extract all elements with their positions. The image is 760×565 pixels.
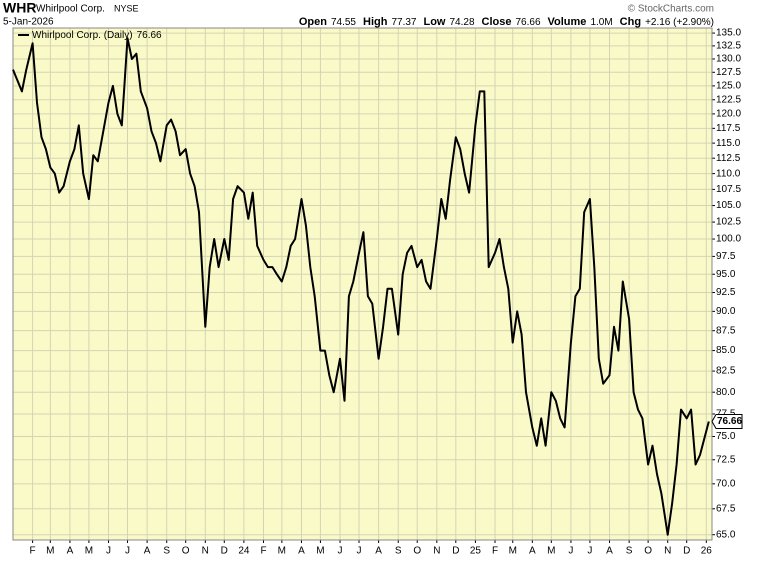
y-tick-label: 95.0	[716, 269, 736, 280]
x-tick-label: J	[587, 546, 592, 557]
y-tick-label: 110.0	[716, 168, 741, 179]
x-tick-label: M	[509, 546, 517, 557]
y-tick-label: 135.0	[716, 28, 741, 39]
x-tick-label: F	[30, 546, 36, 557]
legend-name: Whirlpool Corp. (Daily)	[32, 30, 133, 41]
x-tick-label: A	[67, 546, 74, 557]
x-tick-label: O	[413, 546, 421, 557]
plot-background	[13, 28, 712, 540]
x-tick-label: 25	[470, 546, 482, 557]
legend-last-value: 76.66	[137, 30, 162, 41]
x-tick-label: M	[278, 546, 286, 557]
exchange: NYSE	[114, 3, 139, 13]
quote-value: 77.37	[391, 17, 416, 28]
quote-label: Open	[299, 16, 327, 28]
x-tick-label: J	[338, 546, 343, 557]
y-tick-label: 80.0	[716, 387, 736, 398]
date: 5-Jan-2026	[3, 17, 54, 28]
y-tick-label: 115.0	[716, 138, 741, 149]
x-tick-label: A	[606, 546, 613, 557]
x-tick-label: S	[626, 546, 633, 557]
x-tick-label: D	[221, 546, 228, 557]
x-tick-label: A	[529, 546, 536, 557]
x-tick-label: M	[46, 546, 54, 557]
quote-value: 76.66	[515, 17, 540, 28]
plot-border	[12, 27, 713, 541]
x-tick-label: A	[144, 546, 151, 557]
quote-value: 74.55	[331, 17, 356, 28]
quote-value: +2.16 (+2.90%)	[645, 17, 714, 28]
y-tick-label: 92.5	[716, 287, 736, 298]
y-tick-label: 90.0	[716, 306, 736, 317]
y-tick-label: 130.0	[716, 54, 741, 65]
x-tick-label: S	[163, 546, 170, 557]
y-tick-label: 82.5	[716, 366, 736, 377]
x-tick-label: S	[395, 546, 402, 557]
symbol: WHR	[3, 0, 36, 16]
quote-label: Low	[423, 16, 445, 28]
y-tick-label: 65.0	[716, 529, 736, 540]
y-tick-label: 107.5	[716, 184, 741, 195]
price-line	[12, 37, 710, 536]
x-tick-label: M	[85, 546, 93, 557]
legend-text: Whirlpool Corp. (Daily) 76.66	[32, 30, 162, 41]
x-tick-label: D	[683, 546, 690, 557]
y-tick-label: 127.5	[716, 67, 741, 78]
y-tick-label: 72.5	[716, 454, 736, 465]
x-tick-label: M	[316, 546, 324, 557]
quote-value: 74.28	[449, 17, 474, 28]
y-tick-label: 97.5	[716, 251, 736, 262]
x-tick-label: N	[433, 546, 440, 557]
y-tick-label: 117.5	[716, 123, 741, 134]
x-tick-label: A	[375, 546, 382, 557]
x-tick-label: N	[664, 546, 671, 557]
company-name: Whirlpool Corp.	[36, 4, 105, 15]
last-value-label: 76.66	[717, 416, 742, 427]
credit: © StockCharts.com	[628, 4, 714, 15]
x-tick-label: O	[644, 546, 652, 557]
y-tick-label: 67.5	[716, 503, 736, 514]
quote-label: Close	[482, 16, 512, 28]
y-tick-label: 132.5	[716, 41, 741, 52]
x-tick-label: J	[568, 546, 573, 557]
y-tick-label: 75.0	[716, 431, 736, 442]
quote-label: High	[363, 16, 388, 28]
y-tick-label: 125.0	[716, 81, 741, 92]
x-tick-label: F	[260, 546, 266, 557]
x-tick-label: M	[547, 546, 555, 557]
x-tick-label: O	[182, 546, 190, 557]
y-tick-label: 122.5	[716, 94, 741, 105]
y-tick-label: 105.0	[716, 200, 741, 211]
y-tick-label: 70.0	[716, 478, 736, 489]
last-value-tag	[711, 413, 743, 429]
x-tick-label: D	[452, 546, 459, 557]
y-tick-label: 112.5	[716, 153, 741, 164]
x-tick-label: 24	[238, 546, 250, 557]
x-tick-label: J	[125, 546, 130, 557]
quote-label: Volume	[548, 16, 587, 28]
y-tick-label: 120.0	[716, 109, 741, 120]
x-tick-label: J	[357, 546, 362, 557]
x-tick-label: A	[298, 546, 305, 557]
quote-label: Chg	[620, 16, 641, 28]
y-tick-label: 100.0	[716, 234, 741, 245]
x-tick-label: N	[202, 546, 209, 557]
y-tick-label: 102.5	[716, 217, 741, 228]
y-tick-label: 85.0	[716, 345, 736, 356]
quote: Open 74.55 High 77.37 Low 74.28 Close 76.66 Volu…	[299, 16, 714, 28]
y-tick-label: 87.5	[716, 325, 736, 336]
x-tick-label: J	[106, 546, 111, 557]
x-tick-label: 26	[701, 546, 713, 557]
x-tick-label: F	[492, 546, 498, 557]
quote-value: 1.0M	[590, 17, 612, 28]
